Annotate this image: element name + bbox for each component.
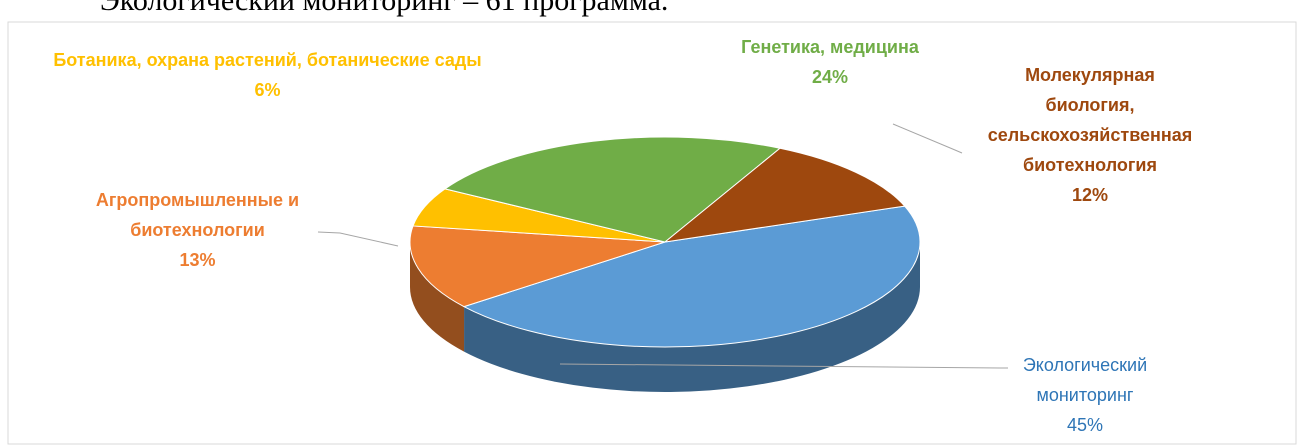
slice	[409, 225, 666, 308]
chart-border	[7, 21, 1297, 445]
category-label: Экологический мониторинг	[1022, 355, 1148, 405]
data-label: Молекулярная биология, сельскохозяйствен…	[945, 60, 1235, 210]
category-label: Агропромышленные и биотехнологии	[95, 190, 300, 240]
category-label: Генетика, медицина	[741, 37, 919, 57]
slice-side	[464, 242, 921, 393]
data-label: Ботаника, охрана растений, ботанические …	[10, 45, 525, 105]
value-label: 6%	[254, 80, 281, 100]
value-label: 13%	[179, 250, 216, 270]
leader-line	[892, 123, 963, 154]
chart-title: Экологический мониторинг – 61 программа.	[100, 0, 669, 17]
value-label: 12%	[1071, 185, 1109, 205]
leader-line	[559, 363, 1008, 369]
slice	[462, 205, 921, 348]
data-label: Экологический мониторинг 45%	[985, 350, 1185, 440]
slice	[443, 136, 782, 243]
data-label: Генетика, медицина 24%	[690, 32, 970, 92]
leader-line	[317, 231, 399, 247]
pie	[409, 136, 921, 393]
slice	[663, 147, 906, 243]
category-label: Ботаника, охрана растений, ботанические …	[53, 50, 482, 70]
value-label: 45%	[1066, 415, 1104, 435]
value-label: 24%	[811, 67, 849, 87]
data-label: Агропромышленные и биотехнологии 13%	[50, 185, 345, 275]
slice-side	[410, 242, 465, 352]
category-label: Молекулярная биология, сельскохозяйствен…	[987, 65, 1193, 175]
